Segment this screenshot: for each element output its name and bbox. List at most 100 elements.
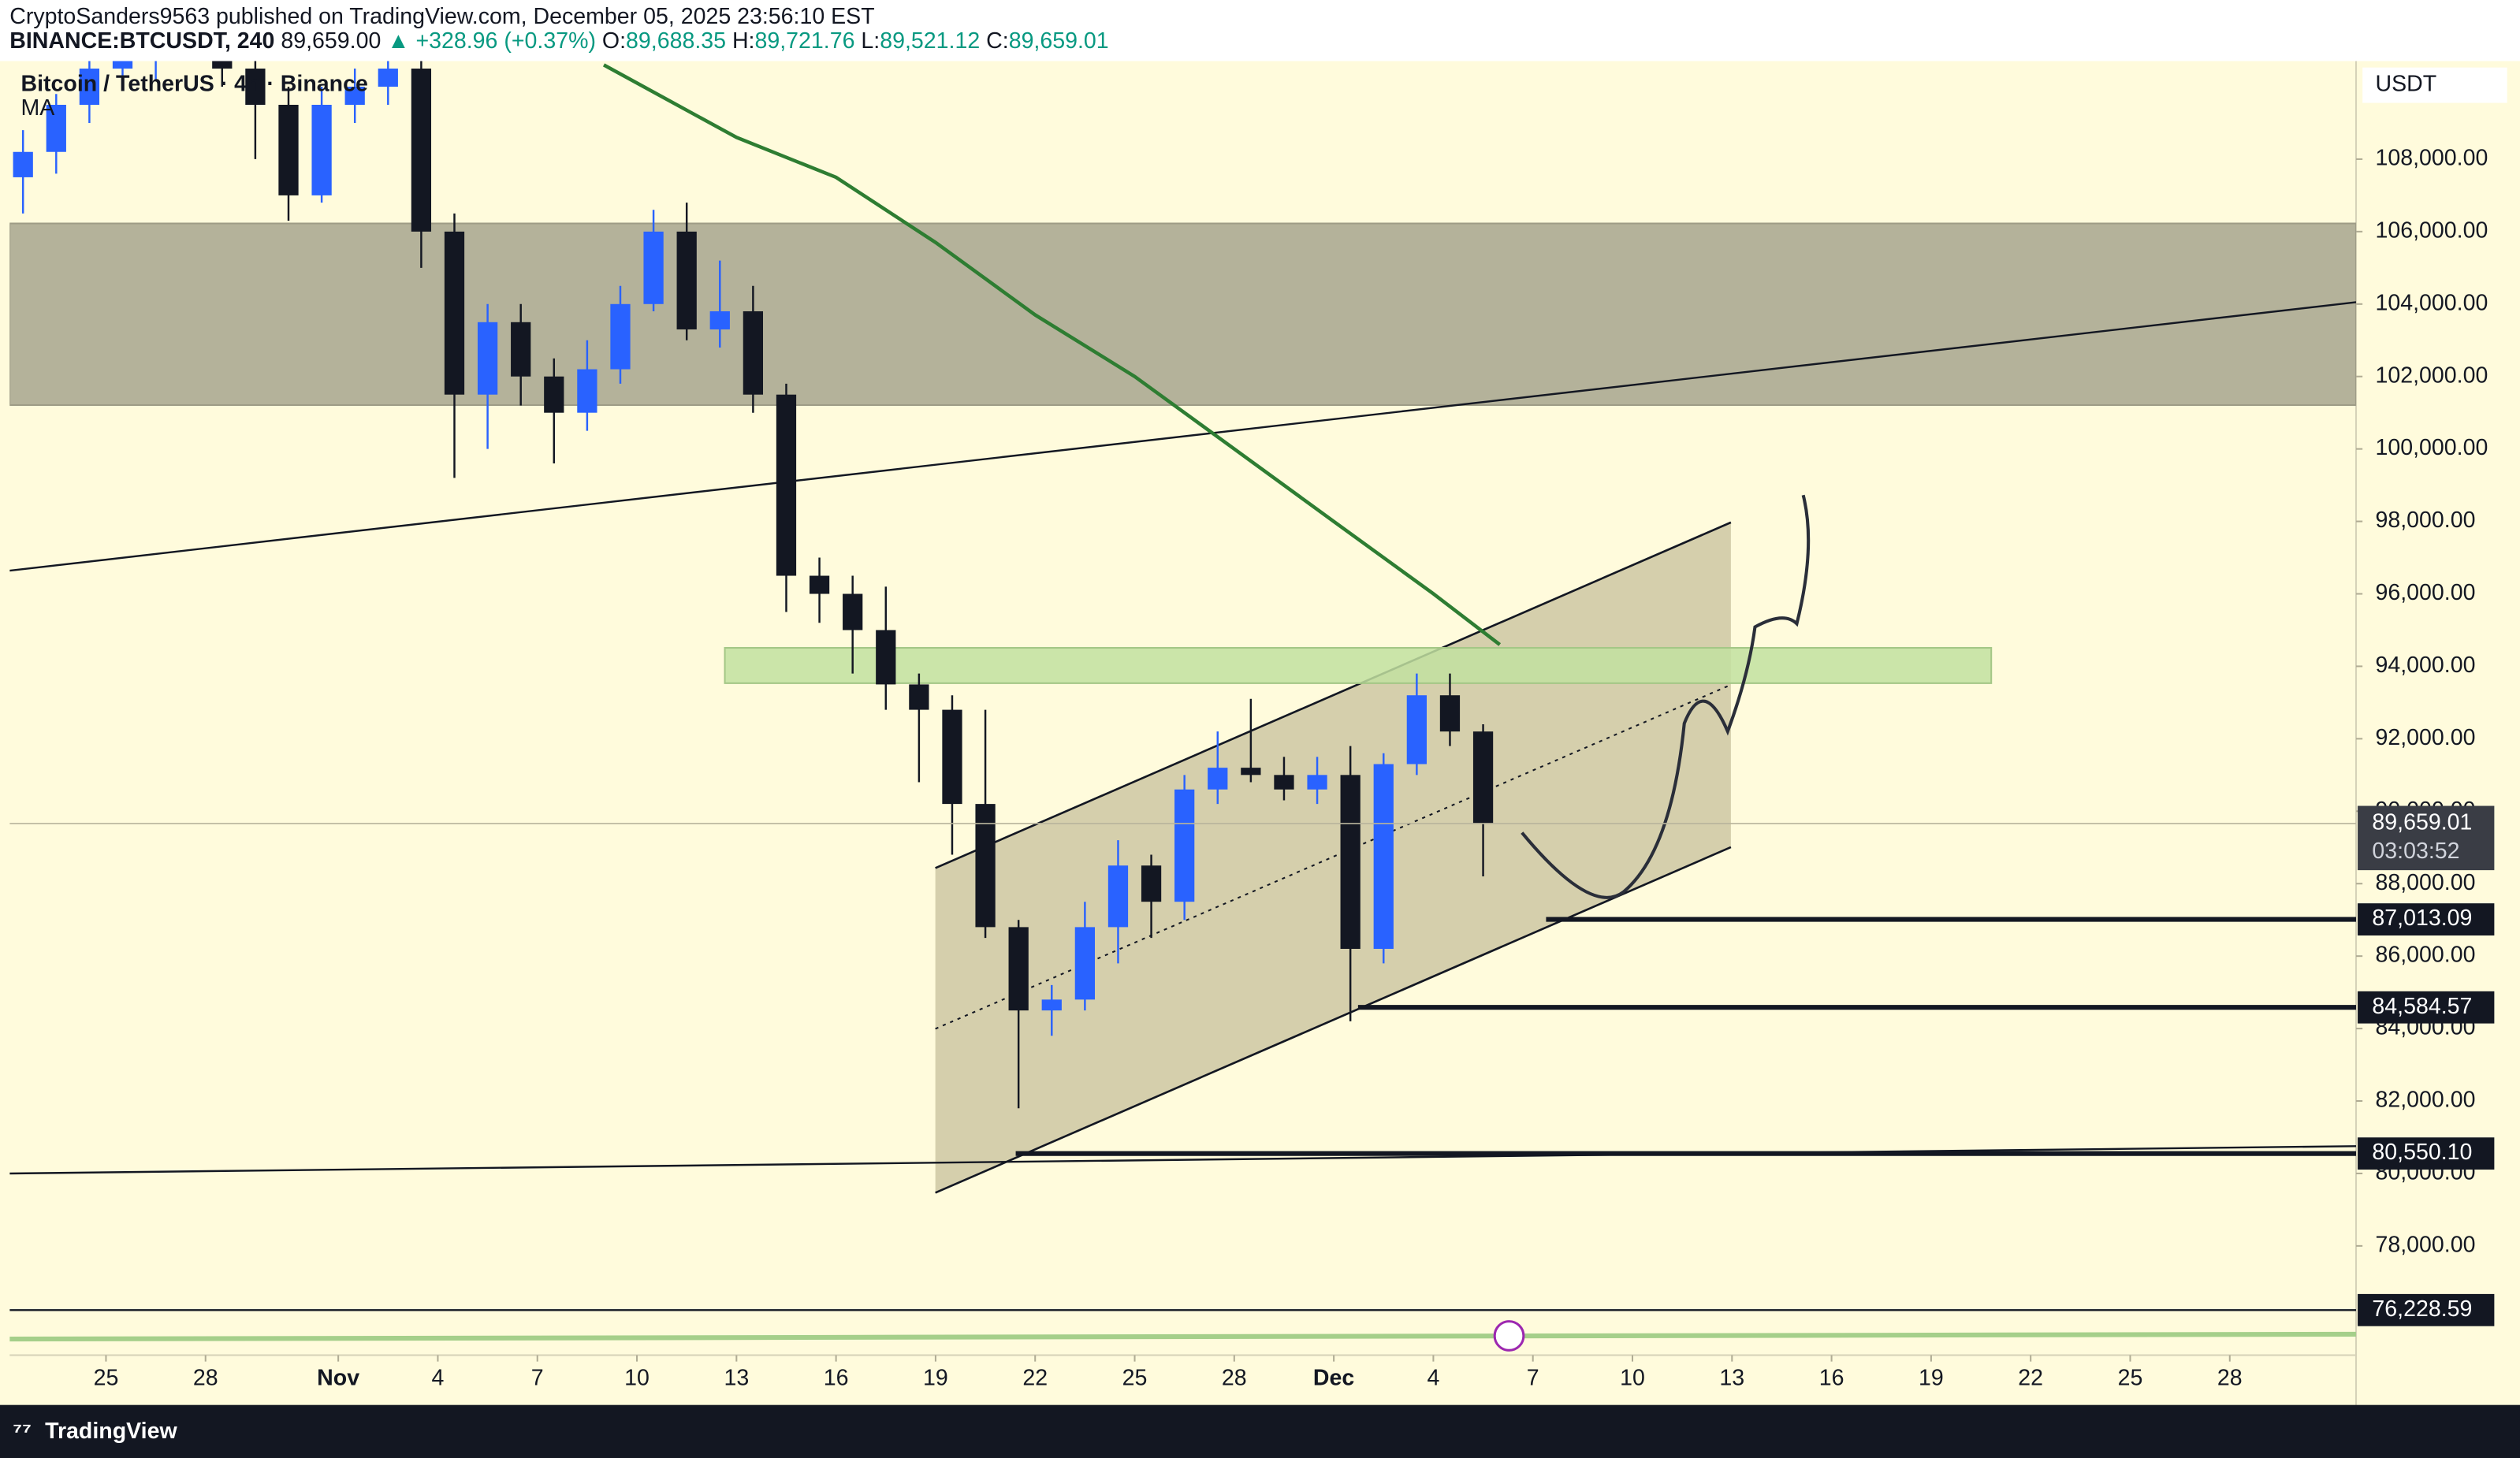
- x-tick-label: 19: [1919, 1366, 1944, 1391]
- candle-body: [610, 303, 631, 370]
- candle-body: [477, 322, 498, 395]
- candle-body: [909, 684, 929, 710]
- x-tick-label: 7: [531, 1366, 544, 1391]
- green-line: [9, 1331, 2357, 1342]
- y-tick-label: 82,000.00: [2375, 1088, 2475, 1113]
- countdown: 03:03:52: [2372, 839, 2459, 864]
- y-tick-label: 108,000.00: [2375, 145, 2488, 170]
- legend-title: Bitcoin / TetherUS · 4h · Binance: [21, 72, 368, 97]
- currency-box: [2362, 67, 2507, 103]
- candle-body: [444, 231, 465, 395]
- candle-body: [942, 709, 962, 805]
- candle-body: [1008, 927, 1029, 1011]
- trend-line: [9, 301, 2357, 572]
- x-tick-label: 10: [1620, 1366, 1645, 1391]
- footer-bar: [0, 1404, 2520, 1458]
- candle-body: [311, 104, 332, 195]
- header-line1: CryptoSanders9563 published on TradingVi…: [9, 4, 874, 29]
- c-label: C:: [986, 28, 1009, 54]
- current-price-box: [2358, 805, 2495, 871]
- x-tick-label: 7: [1527, 1366, 1539, 1391]
- candle-body: [1307, 775, 1327, 790]
- trend-line: [9, 1145, 2357, 1175]
- candle-body: [278, 104, 299, 195]
- x-tick-label: 28: [2217, 1366, 2243, 1391]
- y-tick-label: 96,000.00: [2375, 580, 2475, 605]
- y-tick-label: 100,000.00: [2375, 435, 2488, 460]
- legend-ma: MA: [21, 95, 55, 121]
- candle-body: [975, 804, 996, 928]
- y-tick-label: 92,000.00: [2375, 725, 2475, 750]
- header-line2: BINANCE:BTCUSDT, 240 89,659.00 ▲ +328.96…: [9, 28, 1108, 54]
- candle-body: [1174, 789, 1195, 902]
- candle-body: [13, 151, 33, 177]
- level-label: 84,584.57: [2372, 994, 2472, 1019]
- level-box: [2358, 1137, 2495, 1170]
- candle-body: [1107, 865, 1129, 928]
- drawings: [9, 222, 2357, 1342]
- candle-body: [1472, 731, 1494, 824]
- x-tick-label: 28: [1222, 1366, 1247, 1391]
- o: 89,688.35: [626, 28, 726, 54]
- h-label: H:: [732, 28, 755, 54]
- y-tick-label: 88,000.00: [2375, 870, 2475, 895]
- candle-body: [411, 69, 432, 232]
- channel: [935, 522, 1731, 1193]
- candle-body: [212, 61, 233, 69]
- brand: TradingView: [45, 1419, 177, 1444]
- level-label: 80,550.10: [2372, 1140, 2472, 1165]
- event-icon[interactable]: [1493, 1320, 1525, 1352]
- candle-body: [245, 69, 266, 105]
- y-tick-label: 102,000.00: [2375, 363, 2488, 388]
- x-tick-label: 19: [923, 1366, 948, 1391]
- candle-body: [46, 104, 66, 152]
- candle-body: [1208, 768, 1228, 790]
- x-tick-label: 22: [2018, 1366, 2043, 1391]
- candle-body: [776, 394, 797, 576]
- level-label: 87,013.09: [2372, 906, 2472, 931]
- header-bar: [0, 0, 2520, 61]
- resistance-zone: [9, 222, 2357, 407]
- candle-body: [1439, 695, 1461, 732]
- projection-path: [1521, 494, 1811, 899]
- l: 89,521.12: [880, 28, 980, 54]
- candle-body: [1340, 775, 1361, 949]
- h: 89,721.76: [755, 28, 855, 54]
- channel-bottom: [935, 846, 1732, 1194]
- symbol: BINANCE:BTCUSDT, 240: [9, 28, 274, 54]
- current-price-label: 89,659.01: [2372, 810, 2472, 835]
- y-tick-label: 94,000.00: [2375, 653, 2475, 678]
- candle-body: [511, 322, 531, 377]
- candle-body: [676, 231, 697, 329]
- candle-body: [79, 69, 100, 105]
- x-tick-label: 4: [431, 1366, 444, 1391]
- l-label: L:: [861, 28, 880, 54]
- demand-zone: [724, 646, 1993, 684]
- candle-body: [1041, 999, 1062, 1011]
- y-tick-label: 98,000.00: [2375, 508, 2475, 533]
- moving-average: [602, 63, 1502, 646]
- candle-body: [643, 231, 664, 304]
- candle-body: [809, 575, 830, 594]
- x-tick-label: 28: [193, 1366, 218, 1391]
- x-tick-label: 22: [1022, 1366, 1048, 1391]
- candle-body: [1141, 865, 1162, 902]
- candle-body: [577, 369, 597, 413]
- level-box: [2358, 991, 2495, 1024]
- y-tick-label: 104,000.00: [2375, 290, 2488, 315]
- currency: USDT: [2375, 72, 2436, 97]
- candle-body: [843, 593, 863, 630]
- change: ▲ +328.96 (+0.37%): [387, 28, 596, 54]
- axis: USDT 78,000.0080,000.0082,000.0084,000.0…: [94, 67, 2507, 1391]
- x-tick-label: 16: [1819, 1366, 1844, 1391]
- x-tick-label: Nov: [317, 1366, 359, 1391]
- candle-body: [112, 61, 133, 69]
- candle-body: [544, 376, 564, 413]
- x-tick-label: 13: [724, 1366, 749, 1391]
- candle-body: [1241, 768, 1261, 775]
- y-tick-label: 106,000.00: [2375, 218, 2488, 243]
- o-label: O:: [602, 28, 626, 54]
- x-tick-label: 25: [94, 1366, 119, 1391]
